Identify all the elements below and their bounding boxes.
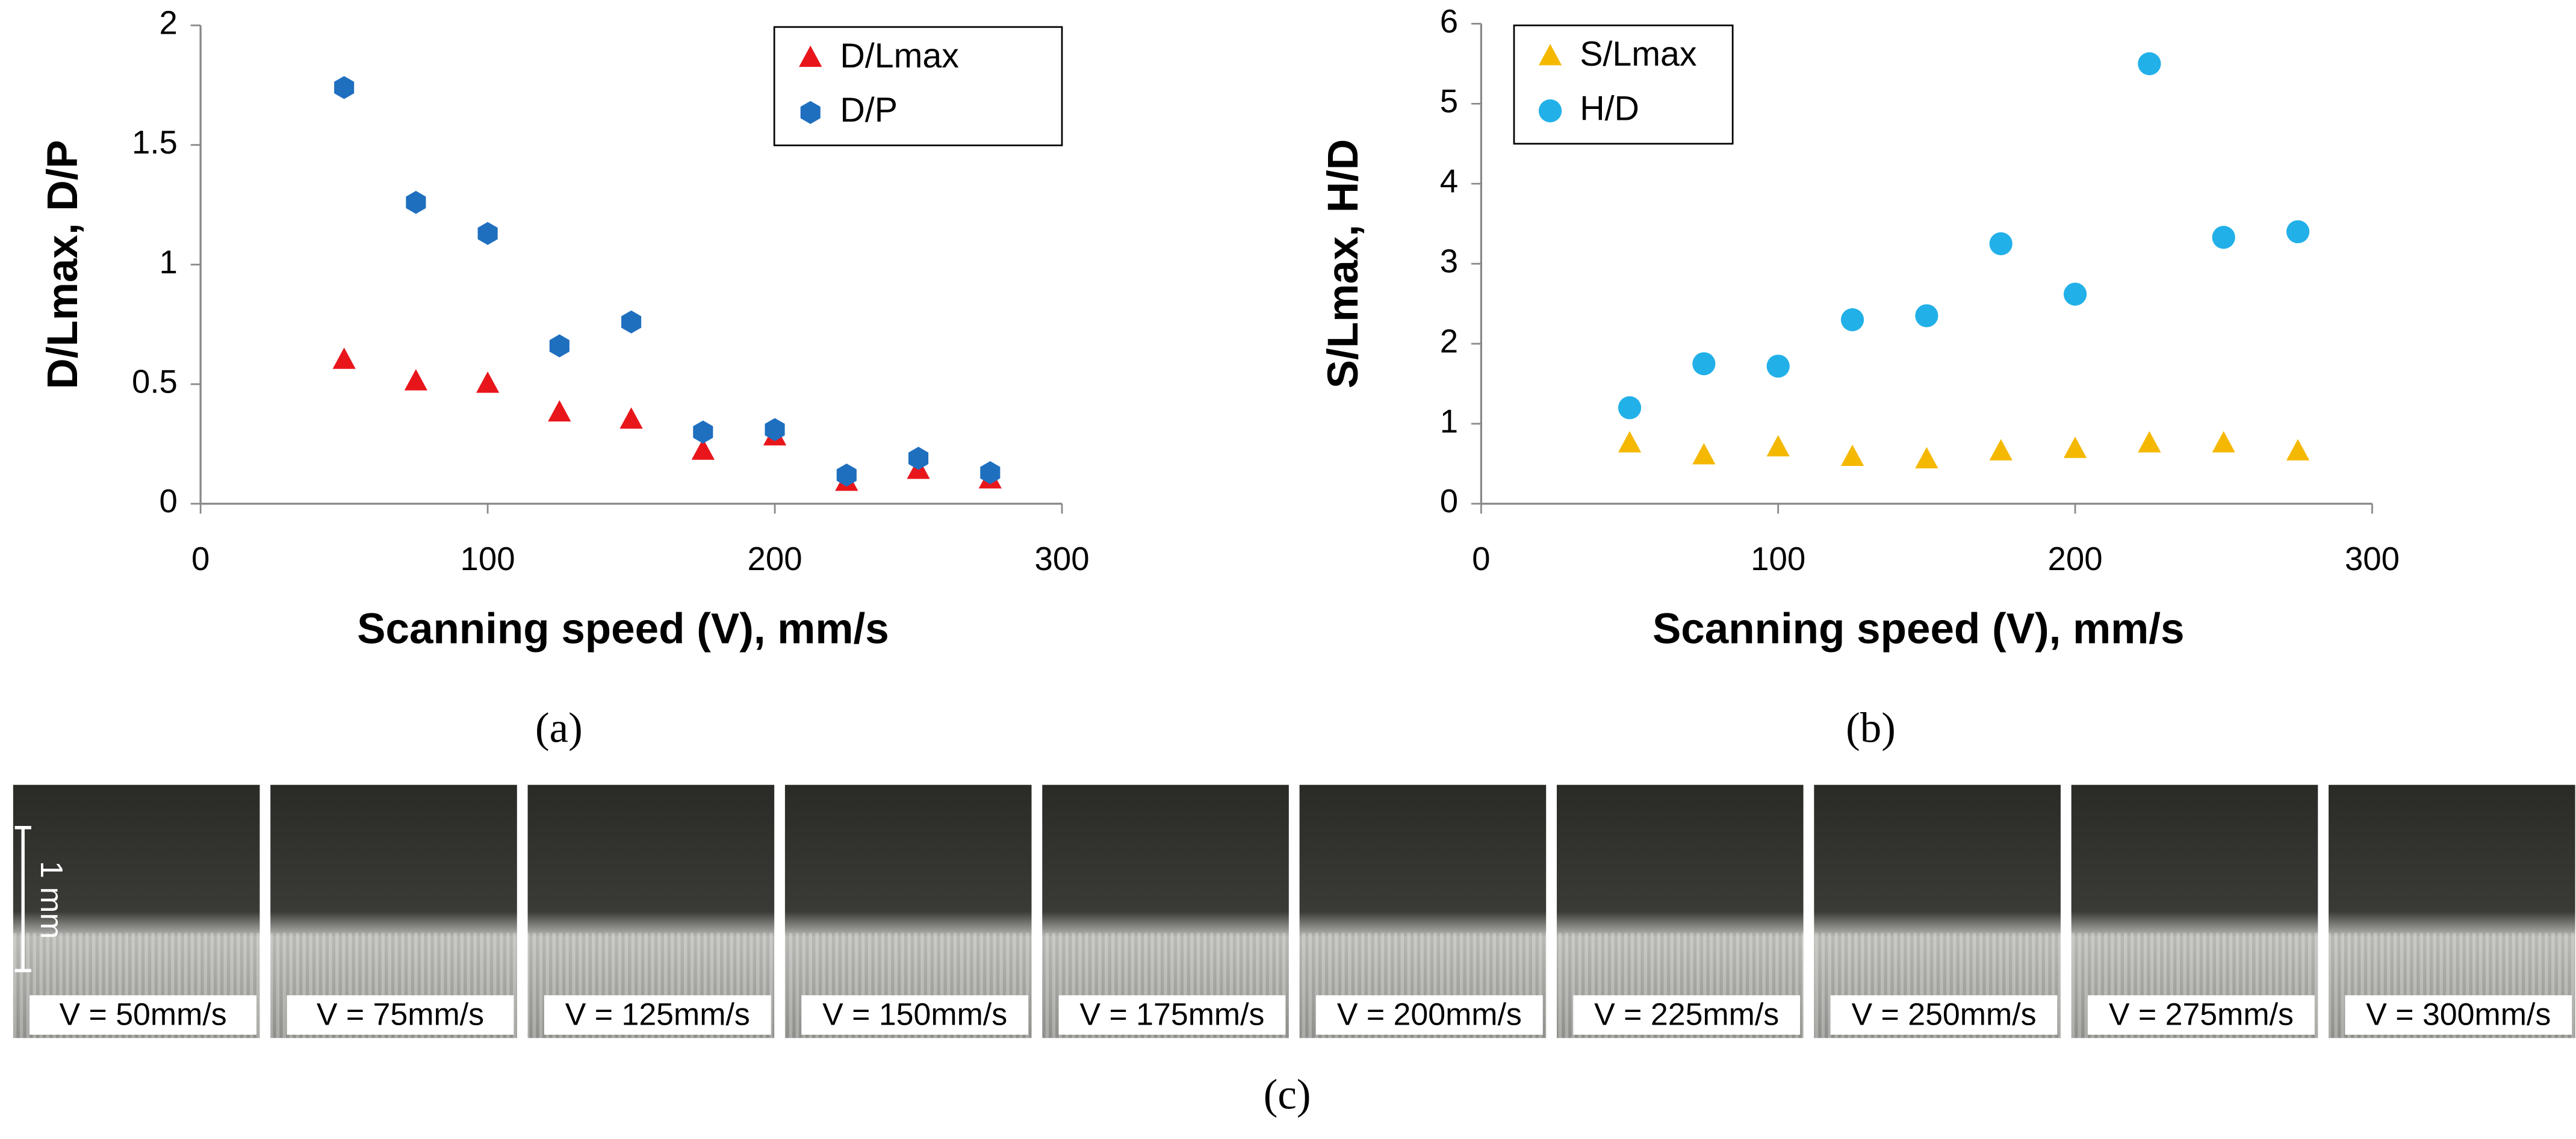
point	[406, 191, 426, 214]
legend-label: S/Lmax	[1580, 35, 1697, 73]
point	[1618, 396, 1642, 420]
y-tick-label: 0	[1440, 483, 1458, 520]
y-tick-label: 2	[160, 5, 178, 42]
point	[619, 407, 643, 429]
photo-label: V = 175mm/s	[1079, 996, 1264, 1031]
point	[765, 418, 785, 441]
label-bg	[29, 995, 256, 1035]
point	[2063, 436, 2087, 458]
legend-marker	[1538, 99, 1562, 123]
y-tick-label: 4	[1440, 163, 1458, 200]
point	[1840, 308, 1864, 332]
point	[836, 463, 857, 487]
label-bg	[801, 995, 1029, 1035]
photo-label: V = 225mm/s	[1594, 996, 1779, 1031]
legend-label: D/Lmax	[840, 37, 959, 75]
label-bg	[1830, 995, 2058, 1035]
point	[1915, 447, 1938, 469]
point	[1840, 444, 1864, 467]
point	[334, 76, 355, 99]
point	[477, 222, 498, 245]
x-axis-label: Scanning speed (V), mm/s	[357, 606, 889, 653]
point	[2138, 431, 2161, 453]
legend-label: D/P	[840, 91, 898, 129]
label-bg	[544, 995, 771, 1035]
x-tick-label: 100	[461, 541, 515, 577]
y-tick-label: 1	[160, 244, 178, 281]
point	[621, 310, 642, 334]
panel-label: (b)	[1846, 705, 1896, 752]
point	[908, 447, 929, 470]
label-bg	[2087, 995, 2315, 1035]
y-axis-label: S/Lmax, H/D	[1320, 139, 1367, 388]
point	[404, 369, 427, 391]
y-axis-label: D/Lmax, D/P	[39, 140, 87, 389]
photo-label: V = 250mm/s	[1852, 996, 2037, 1031]
y-tick-label: 3	[1440, 243, 1458, 280]
label-bg	[287, 995, 514, 1035]
x-tick-label: 0	[1472, 541, 1490, 577]
photo-label: V = 150mm/s	[822, 996, 1007, 1031]
point	[693, 420, 713, 444]
scale-label: 1 mm	[34, 861, 69, 939]
point	[1989, 439, 2013, 461]
legend-marker	[1538, 43, 1562, 66]
point	[332, 347, 356, 369]
point	[1692, 443, 1716, 465]
point	[980, 461, 1001, 485]
x-axis-label: Scanning speed (V), mm/s	[1653, 606, 2185, 653]
panel-label: (a)	[535, 705, 583, 752]
label-bg	[1315, 995, 1543, 1035]
point	[476, 371, 500, 393]
legend-marker	[800, 101, 821, 124]
y-tick-label: 6	[1440, 3, 1458, 40]
panel-label: (c)	[1264, 1072, 1311, 1119]
point	[548, 400, 571, 422]
legend-label: H/D	[1580, 89, 1639, 128]
point	[1692, 352, 1716, 376]
y-tick-label: 0.5	[132, 364, 178, 400]
x-tick-label: 200	[2047, 541, 2102, 577]
photo-label: V = 275mm/s	[2109, 996, 2294, 1031]
point	[1989, 232, 2013, 255]
photo-label: V = 50mm/s	[59, 996, 226, 1031]
point	[1766, 355, 1790, 378]
y-tick-label: 1	[1440, 403, 1458, 439]
y-tick-label: 0	[160, 483, 178, 520]
photo-label: V = 300mm/s	[2366, 996, 2551, 1031]
point	[2286, 220, 2310, 244]
photo-label: V = 75mm/s	[317, 996, 484, 1031]
point	[2063, 282, 2087, 306]
x-tick-label: 200	[748, 541, 802, 577]
y-tick-label: 2	[1440, 323, 1458, 359]
point	[2286, 439, 2310, 461]
legend-marker	[799, 45, 822, 67]
x-tick-label: 300	[1034, 541, 1089, 577]
photo-label: V = 125mm/s	[565, 996, 750, 1031]
point	[2138, 52, 2161, 75]
x-tick-label: 100	[1751, 541, 1805, 577]
photo-label: V = 200mm/s	[1337, 996, 1522, 1031]
point	[549, 334, 570, 358]
y-tick-label: 5	[1440, 83, 1458, 120]
x-tick-label: 300	[2345, 541, 2400, 577]
point	[1618, 431, 1642, 453]
point	[691, 438, 715, 460]
legend-box	[773, 26, 1063, 146]
label-bg	[2345, 995, 2572, 1035]
x-tick-label: 0	[191, 541, 209, 577]
label-bg	[1058, 995, 1286, 1035]
label-bg	[1573, 995, 1801, 1035]
point	[2212, 226, 2235, 249]
point	[1915, 304, 1938, 327]
y-tick-label: 1.5	[132, 124, 178, 161]
point	[2212, 431, 2235, 453]
point	[1766, 435, 1790, 457]
